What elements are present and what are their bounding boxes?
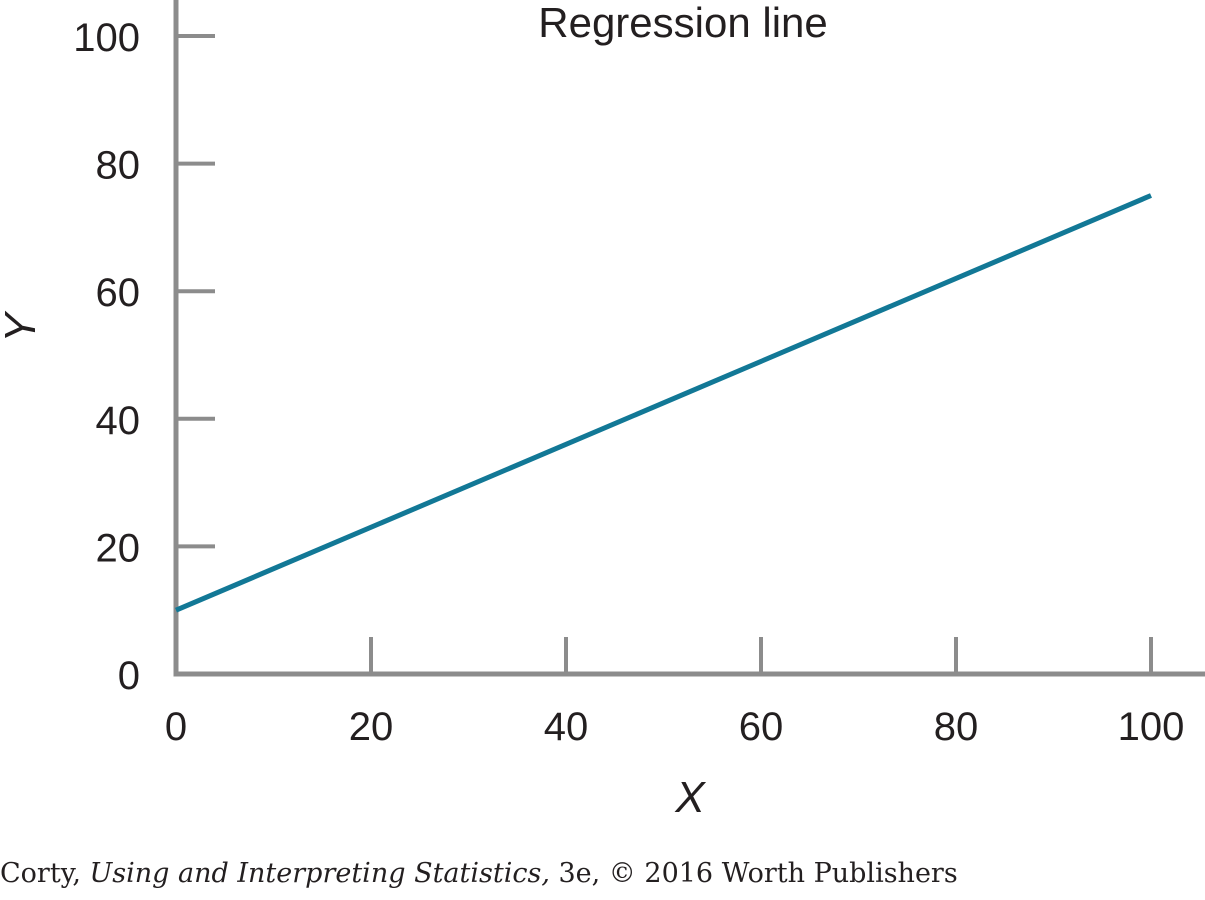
- ticks: 0 20 40 60 80 100 0 20 40 60 80 100: [73, 16, 1184, 749]
- x-tick-label: 0: [165, 705, 187, 749]
- y-tick-label: 80: [96, 144, 141, 188]
- y-axis-title: Y: [0, 311, 45, 343]
- x-tick-label: 80: [934, 705, 979, 749]
- credit-line: Corty, Using and Interpreting Statistics…: [0, 858, 958, 889]
- regression-line: [175, 193, 1152, 613]
- credit-author: Corty,: [0, 858, 90, 889]
- x-tick-label: 100: [1118, 705, 1185, 749]
- credit-rest: 3e, © 2016 Worth Publishers: [549, 858, 958, 889]
- y-tick-label: 40: [96, 399, 141, 443]
- axes: [173, 0, 1205, 677]
- series: [175, 193, 1152, 613]
- x-tick-label: 40: [544, 705, 589, 749]
- y-tick-label: 0: [118, 654, 140, 698]
- y-tick-label: 100: [73, 16, 140, 60]
- chart: 0 20 40 60 80 100 0 20 40 60 80 100 X Y Regression …: [0, 0, 1205, 822]
- series-label-regression-line: Regression line: [538, 0, 828, 46]
- x-tick-label: 20: [349, 705, 394, 749]
- y-tick-label: 20: [96, 526, 141, 570]
- y-tick-label: 60: [96, 271, 141, 315]
- x-tick-label: 60: [739, 705, 784, 749]
- credit-book-title: Using and Interpreting Statistics,: [89, 858, 550, 889]
- x-axis-title: X: [674, 773, 706, 822]
